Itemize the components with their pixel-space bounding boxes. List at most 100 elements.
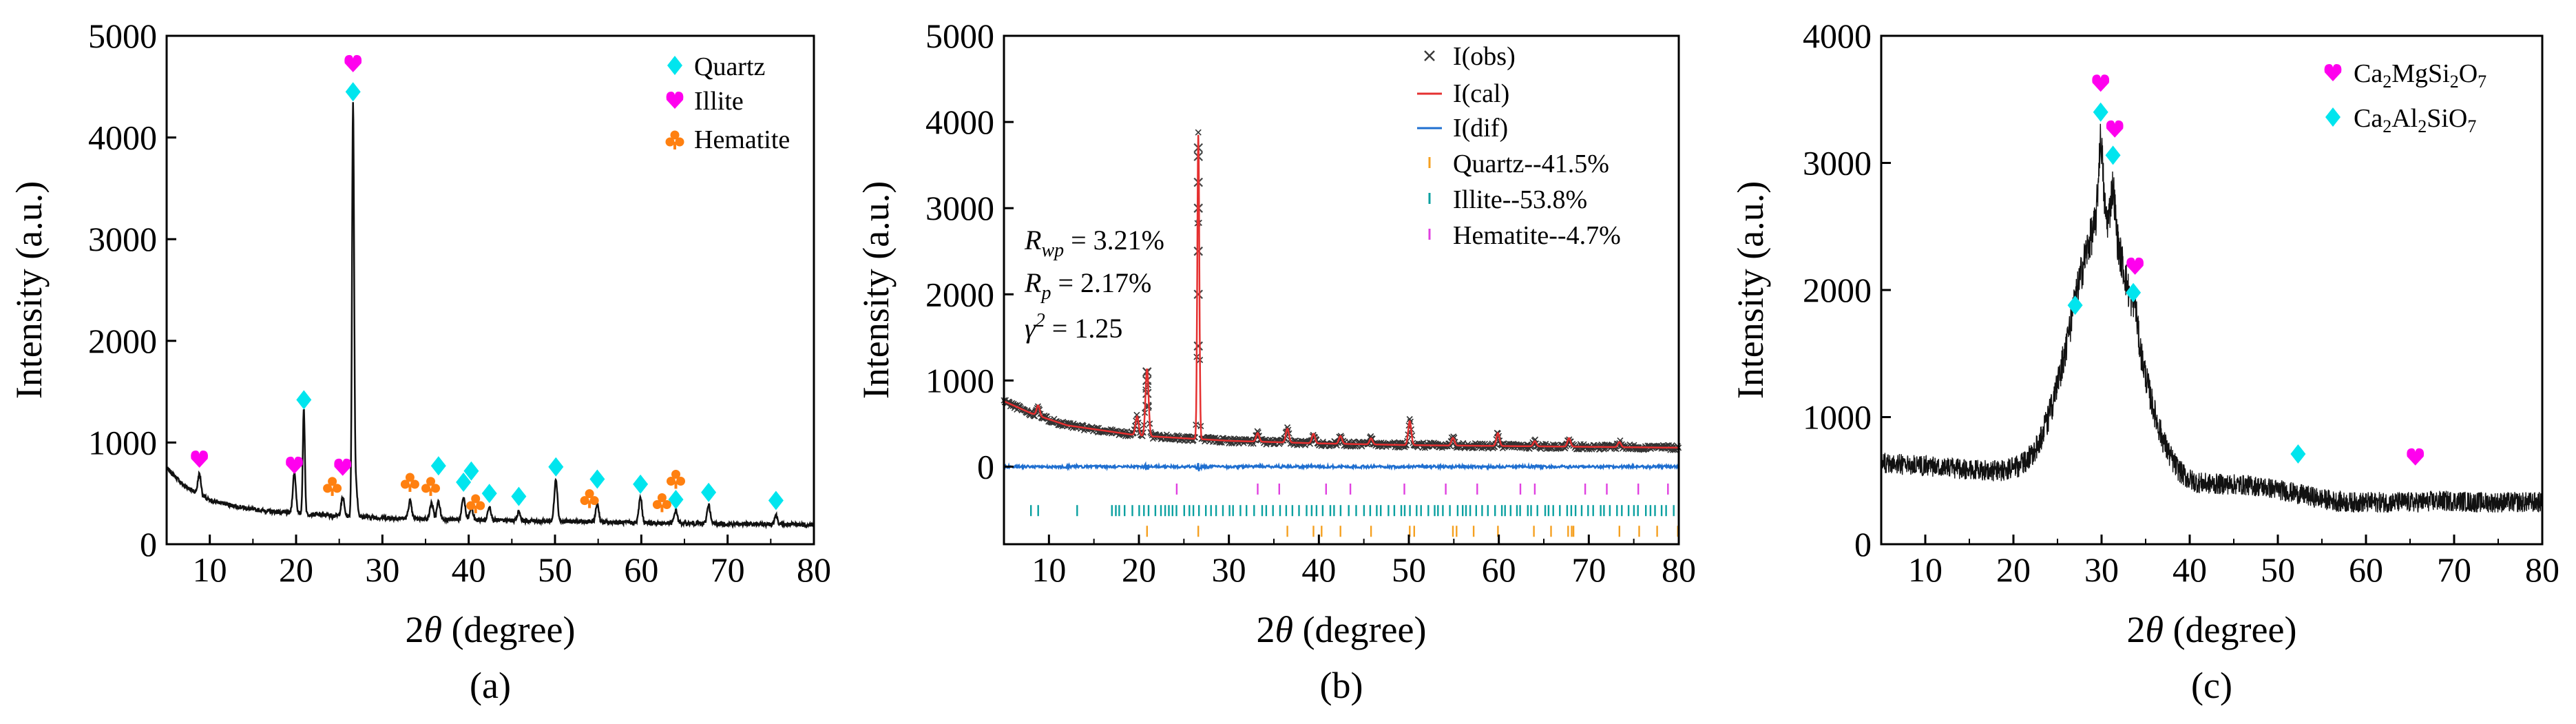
legend-illite-phase-label: Illite--53.8% bbox=[1453, 185, 1587, 214]
y-tick-label: 1000 bbox=[1803, 398, 1872, 437]
hematite-marker bbox=[421, 477, 440, 496]
x-tick-label: 10 bbox=[193, 550, 227, 589]
legend-cal-label: I(cal) bbox=[1453, 79, 1509, 108]
calculated-line bbox=[1003, 134, 1679, 449]
y-tick-label: 5000 bbox=[88, 17, 157, 55]
x-tick-label: 40 bbox=[2172, 550, 2207, 589]
x-tick-label: 60 bbox=[2349, 550, 2383, 589]
legend-dif-label: I(dif) bbox=[1453, 114, 1508, 143]
refinement-stats: Rwp = 3.21% Rp = 2.17% γ2 = 1.25 bbox=[1024, 225, 1164, 344]
quartz-marker bbox=[633, 474, 649, 494]
x-tick-label: 80 bbox=[797, 550, 831, 589]
y-tick-label: 3000 bbox=[925, 189, 994, 227]
y-tick-label: 4000 bbox=[88, 118, 157, 157]
legend-quartz-label: Quartz bbox=[694, 52, 765, 81]
x-tick-label: 10 bbox=[1908, 550, 1943, 589]
quartz-marker bbox=[668, 490, 684, 510]
x-tick-label: 20 bbox=[279, 550, 313, 589]
quartz-marker bbox=[345, 82, 361, 102]
legend-illite-label: Illite bbox=[694, 87, 744, 116]
hematite-marker bbox=[400, 473, 419, 492]
ca2mgsi2o7-marker bbox=[2407, 448, 2425, 466]
ca2mgsi2o7-marker bbox=[2092, 74, 2110, 92]
panel-b: 10 20 30 40 50 60 70 80 0 1000 2000 3000 4000 5000 I… bbox=[855, 17, 1696, 706]
hematite-marker bbox=[580, 489, 599, 508]
ca2al2sio7-marker bbox=[2105, 145, 2121, 165]
x-tick-label: 60 bbox=[624, 550, 658, 589]
y-tick-label: 1000 bbox=[88, 423, 157, 462]
panel-b-plot bbox=[1001, 129, 1682, 537]
x-tick-label: 60 bbox=[1482, 550, 1516, 589]
obs-peak-point bbox=[1142, 375, 1152, 386]
panel-c-plot bbox=[1881, 74, 2543, 513]
quartz-marker bbox=[701, 482, 717, 502]
legend-hematite-marker bbox=[665, 130, 684, 149]
illite-marker bbox=[344, 54, 362, 72]
panel-a-caption: (a) bbox=[470, 665, 511, 706]
y-tick-label: 5000 bbox=[925, 17, 994, 55]
x-tick-label: 50 bbox=[2261, 550, 2295, 589]
legend-caalsi-label: Ca2Al2SiO7 bbox=[2354, 104, 2476, 136]
obs-peak-point bbox=[1193, 341, 1204, 351]
ca2al2sio7-marker bbox=[2126, 282, 2142, 302]
panel-a-legend: Quartz Illite Hematite bbox=[665, 52, 790, 154]
panel-b-frame bbox=[1003, 34, 1680, 546]
legend-obs-label: I(obs) bbox=[1453, 42, 1516, 71]
legend-camgsi-marker bbox=[2324, 64, 2342, 81]
y-tick-label: 3000 bbox=[88, 220, 157, 258]
hematite-marker bbox=[466, 494, 485, 513]
y-tick-label: 2000 bbox=[88, 322, 157, 360]
legend-illite-marker bbox=[666, 92, 684, 109]
legend-caalsi-marker bbox=[2325, 107, 2341, 127]
panel-b-legend: I(obs) I(cal) I(dif) Quartz--41.5% Illit… bbox=[1417, 42, 1621, 250]
quartz-marker bbox=[589, 469, 605, 489]
panel-a-plot bbox=[165, 54, 815, 530]
y-tick-label: 1000 bbox=[925, 361, 994, 400]
y-tick-label: 0 bbox=[140, 525, 157, 563]
obs-peak-point bbox=[1193, 289, 1204, 300]
ca2al2sio7-marker bbox=[2067, 296, 2083, 316]
ca2al2sio7-marker bbox=[2093, 102, 2108, 122]
legend-camgsi-label: Ca2MgSi2O7 bbox=[2354, 59, 2486, 92]
y-tick-label: 2000 bbox=[925, 275, 994, 313]
x-tick-label: 70 bbox=[1571, 550, 1606, 589]
illite-marker bbox=[334, 458, 352, 476]
rp-stat: Rp = 2.17% bbox=[1024, 267, 1151, 304]
y-tick-label: 4000 bbox=[1803, 17, 1872, 55]
quartz-marker bbox=[296, 390, 312, 410]
panel-c-caption: (c) bbox=[2191, 665, 2232, 706]
panel-b-x-axis-label: 2θ (degree) bbox=[1257, 609, 1427, 650]
y-tick-label: 2000 bbox=[1803, 271, 1872, 309]
quartz-marker bbox=[463, 461, 479, 481]
chi2-stat: γ2 = 1.25 bbox=[1025, 310, 1122, 344]
legend-obs-marker bbox=[1424, 50, 1435, 61]
panel-b-y-axis-label: Intensity (a.u.) bbox=[855, 181, 897, 399]
x-tick-label: 70 bbox=[2437, 550, 2471, 589]
obs-peak-point bbox=[1193, 246, 1204, 256]
x-tick-label: 20 bbox=[1122, 550, 1156, 589]
x-tick-label: 20 bbox=[1996, 550, 2031, 589]
quartz-marker bbox=[430, 456, 446, 476]
panel-b-caption: (b) bbox=[1320, 665, 1363, 706]
panel-a-x-axis-label: 2θ (degree) bbox=[406, 609, 576, 650]
obs-peak-point bbox=[1142, 389, 1152, 398]
illite-marker bbox=[286, 456, 303, 474]
x-tick-label: 40 bbox=[1301, 550, 1336, 589]
x-tick-label: 30 bbox=[365, 550, 399, 589]
x-tick-label: 70 bbox=[711, 550, 745, 589]
xrd-pattern-line bbox=[165, 102, 815, 530]
hematite-marker bbox=[667, 470, 685, 489]
x-tick-label: 80 bbox=[2525, 550, 2559, 589]
panel-a: 10 20 30 40 50 60 70 80 0 1000 2000 3000 4000 5000 I… bbox=[8, 17, 831, 706]
ca2mgsi2o7-marker bbox=[2106, 120, 2124, 138]
panel-c-x-axis-label: 2θ (degree) bbox=[2127, 609, 2297, 650]
rwp-stat: Rwp = 3.21% bbox=[1024, 225, 1164, 261]
panel-c: 10 20 30 40 50 60 70 80 0 1000 2000 3000 4000 Inten… bbox=[1730, 17, 2559, 706]
x-tick-label: 30 bbox=[1212, 550, 1246, 589]
obs-point bbox=[1195, 129, 1202, 136]
hematite-marker bbox=[323, 477, 342, 496]
x-tick-label: 80 bbox=[1662, 550, 1696, 589]
x-tick-label: 10 bbox=[1032, 550, 1066, 589]
panel-c-legend: Ca2MgSi2O7 Ca2Al2SiO7 bbox=[2324, 59, 2486, 136]
